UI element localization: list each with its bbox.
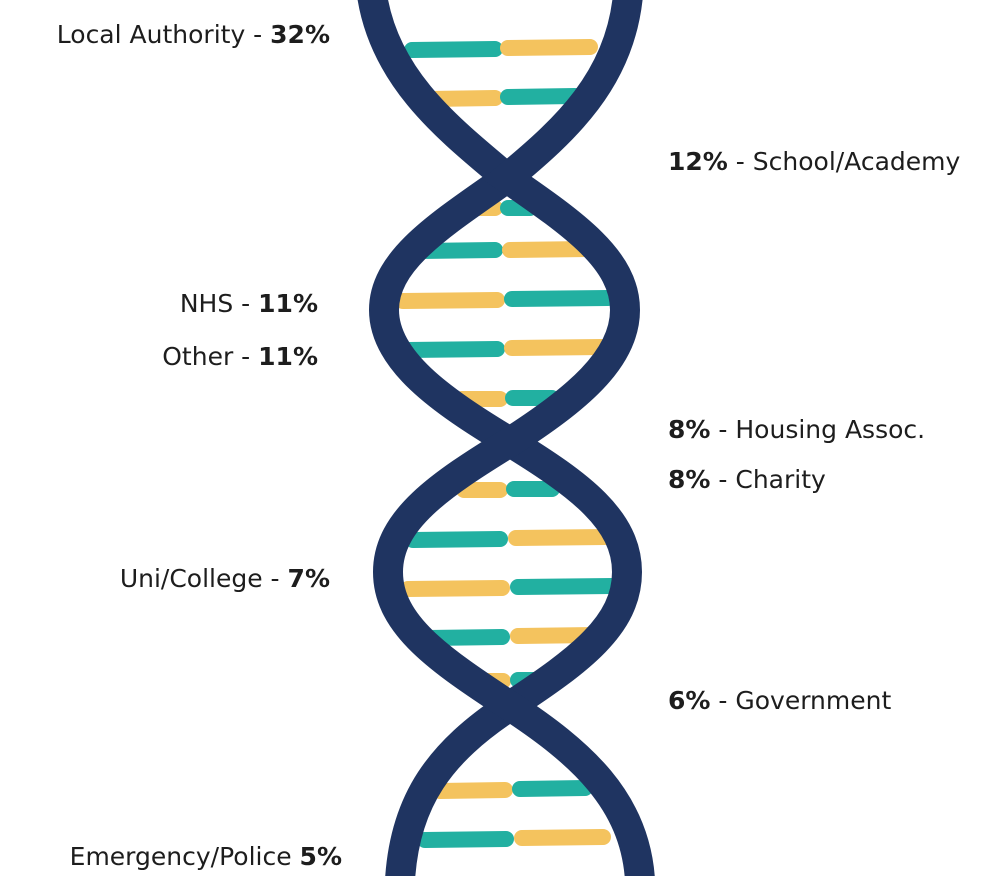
rung [512, 298, 608, 299]
label-value: 8% [668, 465, 710, 494]
rung [512, 347, 602, 348]
label-name: - School/Academy [736, 147, 961, 176]
label: Uni/College - 7% [120, 564, 330, 593]
label-name: NHS - [180, 289, 250, 318]
label-name: Other - [162, 342, 250, 371]
rung [408, 349, 497, 350]
label-value: 32% [270, 20, 330, 49]
label-value: 7% [288, 564, 330, 593]
label-value: 12% [668, 147, 728, 176]
rung [425, 839, 506, 840]
label: NHS - 11% [180, 289, 318, 318]
label: 6% - Government [668, 686, 891, 715]
label-name: Local Authority - [57, 20, 262, 49]
rung [522, 837, 603, 838]
label: 8% - Charity [668, 465, 826, 494]
rung [518, 586, 612, 587]
label-value: 5% [300, 842, 342, 871]
rung [412, 49, 495, 50]
rung [440, 790, 505, 791]
label-name: - Housing Assoc. [718, 415, 925, 444]
label-name: - Government [718, 686, 891, 715]
rung [510, 249, 588, 250]
infographic: Local Authority - 32% NHS - 11% Other - … [0, 0, 1006, 876]
rung [408, 588, 502, 589]
rung [520, 788, 585, 789]
label: Other - 11% [162, 342, 318, 371]
rung [413, 539, 500, 540]
strand [388, 0, 640, 876]
dna-helix [372, 0, 640, 876]
label-name: Emergency/Police [70, 842, 292, 871]
label-value: 11% [258, 289, 318, 318]
label-name: - Charity [718, 465, 826, 494]
rung [508, 96, 575, 97]
label-name: Uni/College - [120, 564, 280, 593]
rung [508, 47, 590, 48]
label-value: 8% [668, 415, 710, 444]
label: 8% - Housing Assoc. [668, 415, 925, 444]
rung [516, 537, 605, 538]
label: Local Authority - 32% [57, 20, 330, 49]
rung [403, 300, 497, 301]
label-value: 6% [668, 686, 710, 715]
label: 12% - School/Academy [668, 147, 961, 176]
label-value: 11% [258, 342, 318, 371]
label: Emergency/Police 5% [70, 842, 342, 871]
